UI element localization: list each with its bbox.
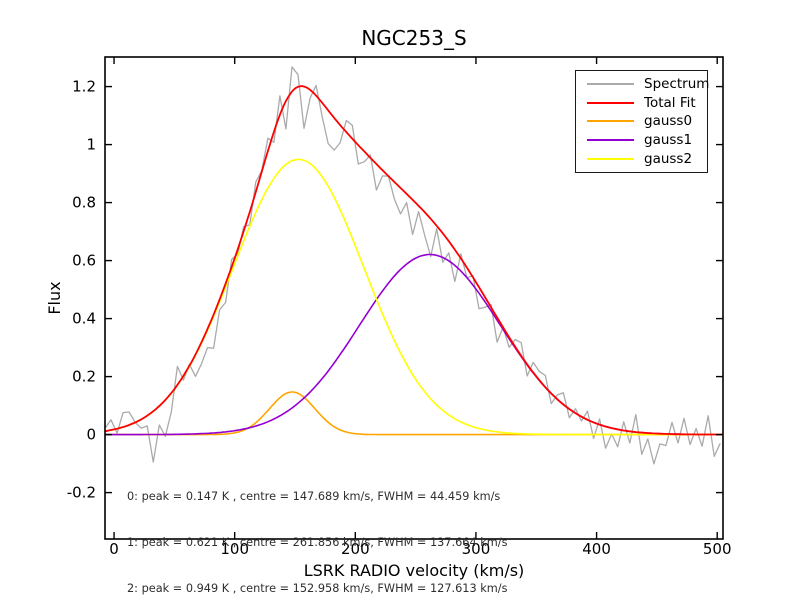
fit-result-line-0: 0: peak = 0.147 K , centre = 147.689 km/… (127, 490, 501, 504)
spectrum-line-swatch (587, 83, 634, 86)
fit-result-line-1: 1: peak = 0.621 K , centre = 261.856 km/… (127, 536, 508, 550)
x-tick-label: 100 (220, 540, 249, 558)
legend-label: gauss1 (644, 132, 693, 149)
y-tick-label: 0 (86, 426, 96, 444)
total-fit-line-swatch (587, 101, 634, 104)
gauss1-curve (105, 253, 723, 436)
x-axis-label: LSRK RADIO velocity (km/s) (303, 561, 525, 580)
y-tick-label: -0.2 (67, 484, 96, 502)
legend-entry-gauss0: gauss0 (587, 112, 707, 130)
gauss2-line-swatch (587, 157, 634, 160)
fit-result-line-2: 2: peak = 0.949 K , centre = 152.958 km/… (127, 581, 508, 595)
y-tick-label: 1 (86, 136, 96, 154)
legend-label: gauss0 (644, 113, 693, 130)
y-tick-label: 0.6 (72, 252, 96, 270)
x-tick-label: 300 (462, 540, 491, 558)
legend-label: Spectrum (644, 76, 710, 93)
plot-title: NGC253_S (361, 26, 467, 50)
gauss0-curve (105, 391, 723, 436)
legend-entry-gauss1: gauss1 (587, 131, 707, 149)
legend-entry-spectrum: Spectrum (587, 75, 710, 93)
fit-results-annotation: 0: peak = 0.147 K , centre = 147.689 km/… (127, 459, 508, 606)
y-axis-label: Flux (45, 281, 64, 314)
x-tick-label: 200 (341, 540, 370, 558)
gauss1-line-swatch (587, 139, 634, 142)
spectrum-curve (104, 66, 721, 465)
y-tick-label: 0.2 (72, 368, 96, 386)
legend-label: Total Fit (644, 94, 696, 111)
legend: Spectrum Total Fit gauss0 gauss1 gauss2 (575, 70, 710, 173)
total-fit-curve (104, 85, 723, 436)
legend-entry-total-fit: Total Fit (587, 94, 707, 112)
legend-entry-gauss2: gauss2 (587, 150, 707, 168)
y-tick-label: 1.2 (72, 78, 96, 96)
x-tick-label: 0 (109, 540, 119, 558)
gauss0-line-swatch (587, 120, 634, 123)
legend-label: gauss2 (644, 150, 693, 167)
x-tick-label: 400 (582, 540, 611, 558)
x-tick-label: 500 (703, 540, 732, 558)
y-tick-label: 0.8 (72, 194, 96, 212)
axes-frame (104, 56, 724, 540)
y-tick-label: 0.4 (72, 310, 96, 328)
